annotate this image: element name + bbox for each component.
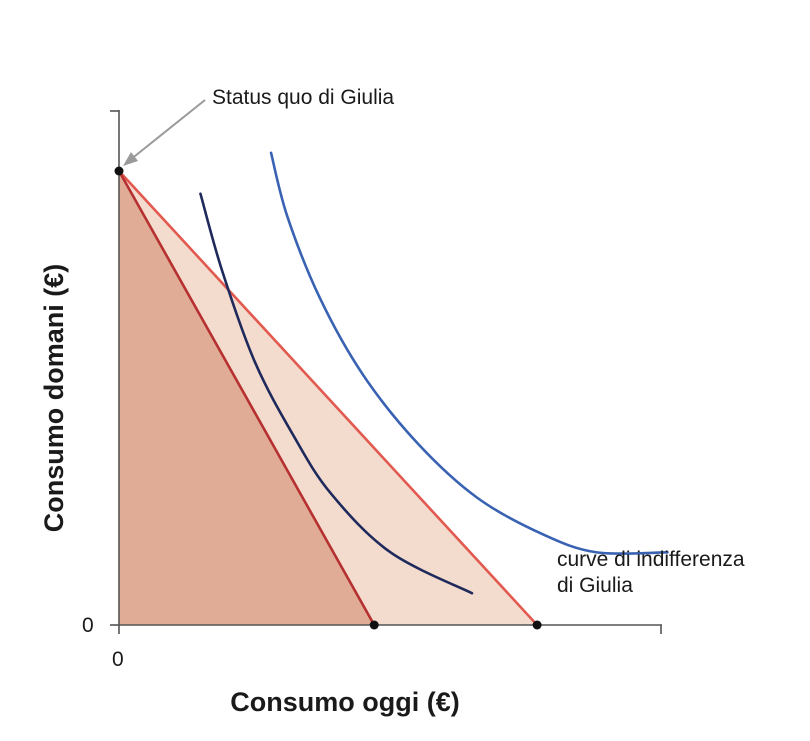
indifference-label-line2: di Giulia <box>557 574 633 597</box>
points <box>114 166 542 630</box>
indifference-curve-1 <box>269 151 669 556</box>
budget-line-1 <box>117 169 376 627</box>
budget-lines <box>117 169 539 627</box>
status-quo-arrow-line <box>129 99 206 161</box>
x-intercept-point-0 <box>369 620 379 630</box>
x-axis-title: Consumo oggi (€) <box>230 687 459 717</box>
y-axis-title: Consumo domani (€) <box>39 264 69 533</box>
x-tick-label-0: 0 <box>112 648 124 671</box>
x-intercept-point-1 <box>532 620 542 630</box>
indifference-label-line1: curve di indifferenza <box>557 548 745 571</box>
status-quo-point <box>114 166 124 176</box>
indifference-curves <box>199 151 669 595</box>
budget-line-0 <box>117 169 539 627</box>
indifference-curve-0 <box>199 192 474 595</box>
status-quo-label: Status quo di Giulia <box>212 86 394 109</box>
y-tick-label-0: 0 <box>82 614 94 637</box>
status-quo-arrowhead <box>123 152 138 166</box>
